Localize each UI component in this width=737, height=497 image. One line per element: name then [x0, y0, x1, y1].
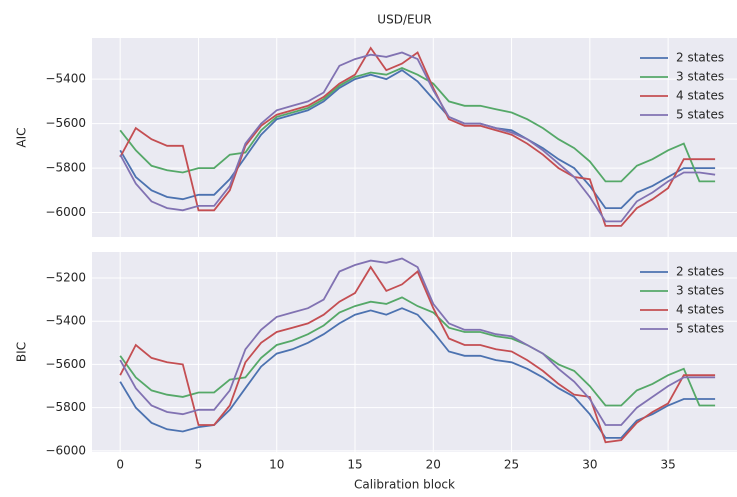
series-line: [119, 265, 716, 444]
series-line: [119, 296, 716, 407]
legend-label: 2 states: [676, 265, 724, 279]
series-line: [119, 46, 716, 227]
legend-label: 4 states: [676, 303, 724, 317]
y-tick-label: −5600: [45, 116, 86, 130]
y-tick-label: −5400: [45, 72, 86, 86]
legend-label: 5 states: [676, 108, 724, 122]
series-line: [119, 69, 716, 209]
y-tick-label: −5200: [45, 270, 86, 284]
y-tick-label: −5400: [45, 314, 86, 328]
series-line: [119, 257, 716, 426]
plot-area: [92, 38, 737, 237]
x-tick-label: 0: [116, 458, 124, 472]
y-tick-label: −6000: [45, 443, 86, 457]
y-tick-label: −5800: [45, 161, 86, 175]
x-tick-label: 25: [504, 458, 519, 472]
y-tick-label: −5800: [45, 400, 86, 414]
y-tick-label: −5600: [45, 357, 86, 371]
series-line: [119, 67, 716, 183]
y-tick-label: −6000: [45, 205, 86, 219]
x-tick-label: 30: [582, 458, 597, 472]
series-line: [119, 51, 716, 223]
x-tick-label: 35: [660, 458, 675, 472]
x-axis-label: Calibration block: [354, 478, 455, 492]
legend-label: 3 states: [676, 284, 724, 298]
legend-label: 2 states: [676, 51, 724, 65]
x-tick-label: 20: [426, 458, 441, 472]
legend-label: 4 states: [676, 89, 724, 103]
y-axis-label: AIC: [15, 127, 29, 147]
legend-label: 5 states: [676, 322, 724, 336]
plot-area: [92, 252, 737, 452]
chart-title: USD/EUR: [377, 13, 431, 27]
legend-label: 3 states: [676, 70, 724, 84]
y-axis-label: BIC: [15, 342, 29, 362]
x-tick-label: 5: [195, 458, 203, 472]
x-tick-label: 15: [347, 458, 362, 472]
x-tick-label: 10: [269, 458, 284, 472]
